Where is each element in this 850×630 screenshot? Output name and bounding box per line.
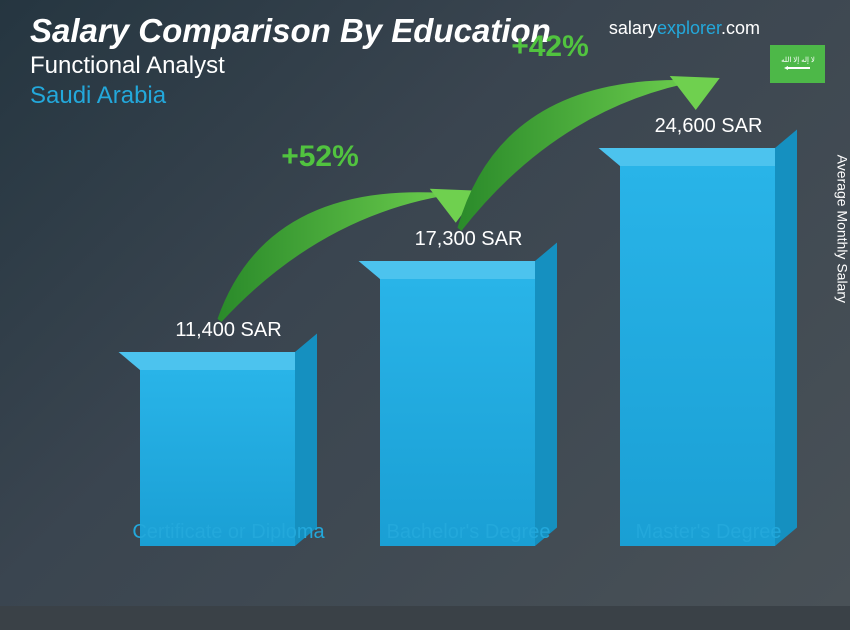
svg-text:لا إله إلا الله: لا إله إلا الله	[781, 56, 815, 64]
pct-label-1: +42%	[490, 30, 610, 64]
brand-part3: .com	[721, 18, 760, 38]
brand-part2: explorer	[657, 18, 721, 38]
job-title: Functional Analyst	[30, 52, 830, 80]
y-axis-label: Average Monthly Salary	[834, 155, 850, 303]
brand-part1: salary	[609, 18, 657, 38]
header: Salary Comparison By Education Functiona…	[0, 0, 850, 110]
brand-logo: salaryexplorer.com	[609, 18, 760, 39]
increment-arrow-1	[60, 130, 820, 630]
country-flag: لا إله إلا الله	[770, 45, 825, 83]
salary-bar-chart: 11,400 SARCertificate or Diploma17,300 S…	[60, 130, 790, 546]
flag-emblem: لا إله إلا الله	[778, 52, 818, 77]
